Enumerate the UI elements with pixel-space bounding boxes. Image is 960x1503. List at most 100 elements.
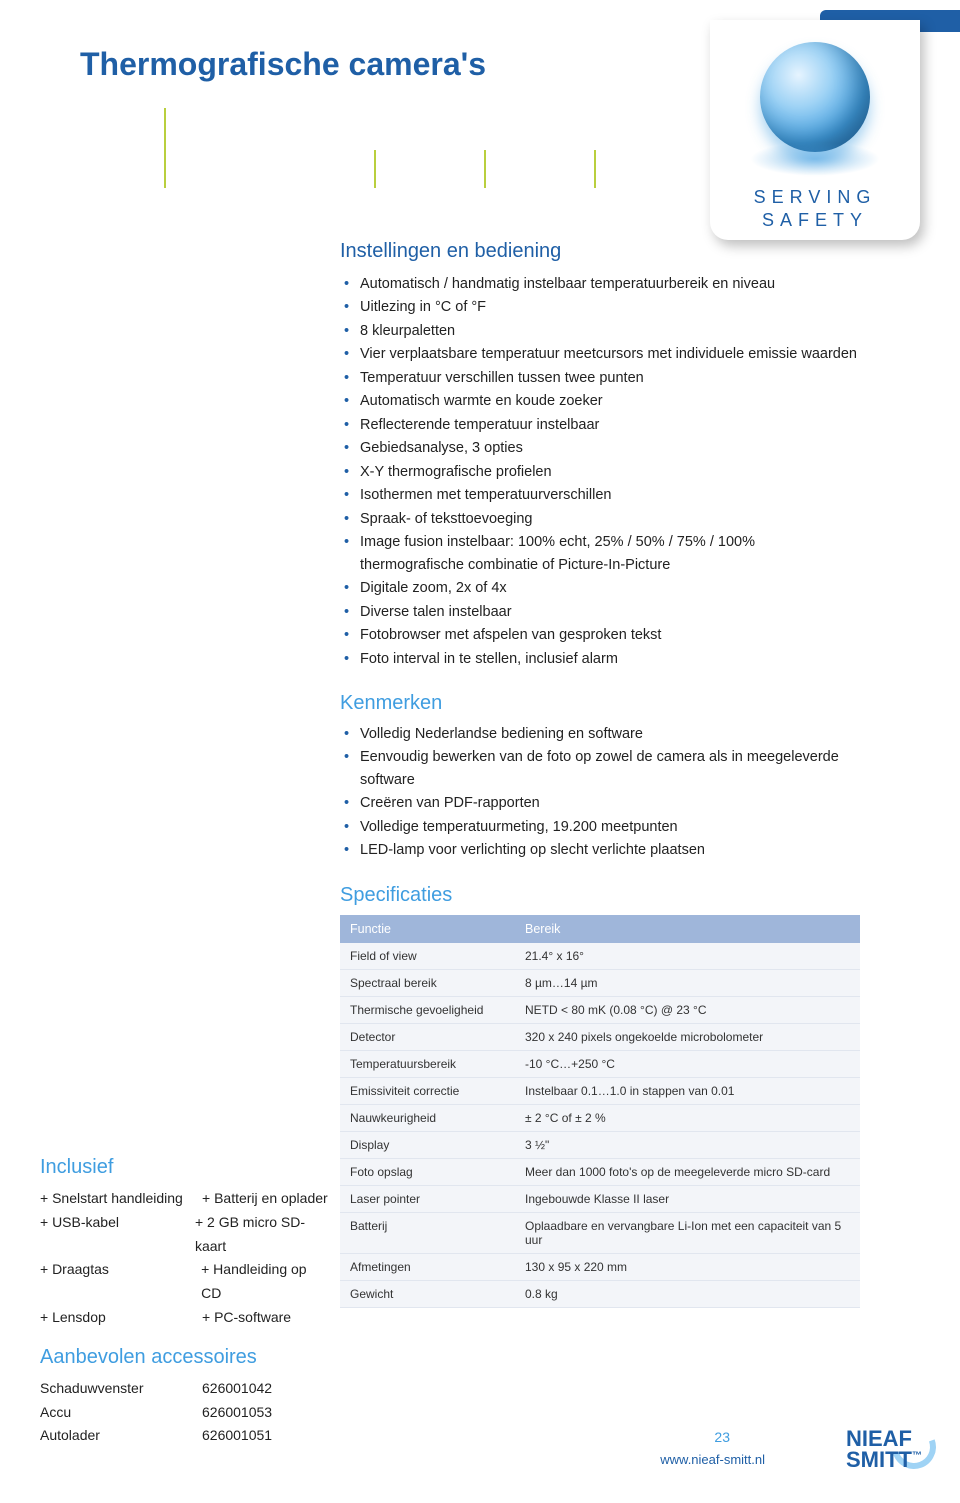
inclusief-row: + Snelstart handleiding+ Batterij en opl… (40, 1187, 330, 1211)
table-row: Detector320 x 240 pixels ongekoelde micr… (340, 1023, 860, 1050)
settings-item: Vier verplaatsbare temperatuur meetcurso… (340, 343, 860, 365)
settings-item: Foto interval in te stellen, inclusief a… (340, 648, 860, 670)
inclusief-right: + PC-software (202, 1306, 291, 1330)
table-row: Thermische gevoeligheidNETD < 80 mK (0.0… (340, 996, 860, 1023)
inclusief-left: + Lensdop (40, 1306, 202, 1330)
table-row: Laser pointerIngebouwde Klasse II laser (340, 1185, 860, 1212)
table-row: Gewicht0.8 kg (340, 1280, 860, 1307)
specs-heading: Specificaties (340, 884, 860, 907)
badge-line1: SERVING (754, 187, 877, 207)
spec-value: 0.8 kg (515, 1280, 860, 1307)
spec-value: Ingebouwde Klasse II laser (515, 1185, 860, 1212)
features-heading: Kenmerken (340, 692, 860, 715)
accessoire-name: Accu (40, 1401, 202, 1425)
inclusief-left: + Snelstart handleiding (40, 1187, 202, 1211)
specs-col1-header: Functie (340, 915, 515, 943)
spec-key: Field of view (340, 943, 515, 970)
spec-value: -10 °C…+250 °C (515, 1050, 860, 1077)
spec-key: Batterij (340, 1212, 515, 1253)
table-row: Foto opslagMeer dan 1000 foto's op de me… (340, 1158, 860, 1185)
inclusief-right: + Handleiding op CD (201, 1258, 330, 1306)
features-item: Creëren van PDF-rapporten (340, 792, 860, 814)
spec-key: Foto opslag (340, 1158, 515, 1185)
settings-item: Uitlezing in °C of °F (340, 296, 860, 318)
specs-table: Functie Bereik Field of view21.4° x 16°S… (340, 915, 860, 1308)
badge-text: SERVING SAFETY (754, 186, 877, 233)
settings-item: Automatisch / handmatig instelbaar tempe… (340, 273, 860, 295)
spec-key: Nauwkeurigheid (340, 1104, 515, 1131)
inclusief-right: + 2 GB micro SD-kaart (195, 1211, 330, 1259)
spec-value: 8 µm…14 µm (515, 969, 860, 996)
features-item: LED-lamp voor verlichting op slecht verl… (340, 839, 860, 861)
spec-value: NETD < 80 mK (0.08 °C) @ 23 °C (515, 996, 860, 1023)
inclusief-row: + Draagtas+ Handleiding op CD (40, 1258, 330, 1306)
spec-key: Temperatuursbereik (340, 1050, 515, 1077)
page-footer: 23 www.nieaf-smitt.nl NIEAF SMITT™ (0, 1423, 960, 1483)
settings-item: Temperatuur verschillen tussen twee punt… (340, 367, 860, 389)
inclusief-heading: Inclusief (40, 1156, 330, 1179)
settings-item: Gebiedsanalyse, 3 opties (340, 437, 860, 459)
spec-key: Detector (340, 1023, 515, 1050)
table-row: Nauwkeurigheid± 2 °C of ± 2 % (340, 1104, 860, 1131)
inclusief-row: + Lensdop+ PC-software (40, 1306, 330, 1330)
features-item: Volledige temperatuurmeting, 19.200 meet… (340, 816, 860, 838)
inclusief-left: + Draagtas (40, 1258, 201, 1306)
spec-key: Emissiviteit correctie (340, 1077, 515, 1104)
spec-value: 130 x 95 x 220 mm (515, 1253, 860, 1280)
spec-value: Meer dan 1000 foto's op de meegeleverde … (515, 1158, 860, 1185)
logo-line2: SMITT (846, 1447, 912, 1472)
spec-value: 21.4° x 16° (515, 943, 860, 970)
spec-value: Oplaadbare en vervangbare Li-Ion met een… (515, 1212, 860, 1253)
settings-list: Automatisch / handmatig instelbaar tempe… (340, 273, 860, 670)
spec-value: 3 ½" (515, 1131, 860, 1158)
accessoire-code: 626001053 (202, 1401, 272, 1425)
settings-item: Automatisch warmte en koude zoeker (340, 390, 860, 412)
table-row: Emissiviteit correctieInstelbaar 0.1…1.0… (340, 1077, 860, 1104)
decorative-ticks (164, 108, 594, 188)
page-title: Thermografische camera's (80, 46, 486, 83)
brand-logo: NIEAF SMITT™ (846, 1429, 922, 1471)
spec-key: Gewicht (340, 1280, 515, 1307)
spec-value: Instelbaar 0.1…1.0 in stappen van 0.01 (515, 1077, 860, 1104)
features-item: Volledig Nederlandse bediening en softwa… (340, 723, 860, 745)
specs-col2-header: Bereik (515, 915, 860, 943)
settings-item: Reflecterende temperatuur instelbaar (340, 414, 860, 436)
spec-key: Display (340, 1131, 515, 1158)
settings-item: 8 kleurpaletten (340, 320, 860, 342)
serving-safety-badge: SERVING SAFETY (710, 20, 920, 240)
accessoire-row: Schaduwvenster626001042 (40, 1377, 330, 1401)
spec-value: ± 2 °C of ± 2 % (515, 1104, 860, 1131)
settings-item: Fotobrowser met afspelen van gesproken t… (340, 624, 860, 646)
inclusief-right: + Batterij en oplader (202, 1187, 328, 1211)
page-number: 23 (714, 1429, 730, 1445)
accessoires-heading: Aanbevolen accessoires (40, 1346, 330, 1369)
features-item: Eenvoudig bewerken van de foto op zowel … (340, 746, 860, 791)
spec-key: Laser pointer (340, 1185, 515, 1212)
spec-value: 320 x 240 pixels ongekoelde microbolomet… (515, 1023, 860, 1050)
inclusief-list: + Snelstart handleiding+ Batterij en opl… (40, 1187, 330, 1330)
settings-item: Spraak- of teksttoevoeging (340, 508, 860, 530)
settings-item: Isothermen met temperatuurverschillen (340, 484, 860, 506)
accessoire-row: Accu626001053 (40, 1401, 330, 1425)
inclusief-left: + USB-kabel (40, 1211, 195, 1259)
accessoire-code: 626001042 (202, 1377, 272, 1401)
table-row: Display3 ½" (340, 1131, 860, 1158)
inclusief-row: + USB-kabel+ 2 GB micro SD-kaart (40, 1211, 330, 1259)
table-row: Field of view21.4° x 16° (340, 943, 860, 970)
spec-key: Spectraal bereik (340, 969, 515, 996)
settings-heading: Instellingen en bediening (340, 240, 860, 263)
features-list: Volledig Nederlandse bediening en softwa… (340, 723, 860, 862)
globe-icon (760, 42, 870, 152)
table-row: Spectraal bereik8 µm…14 µm (340, 969, 860, 996)
table-row: BatterijOplaadbare en vervangbare Li-Ion… (340, 1212, 860, 1253)
spec-key: Thermische gevoeligheid (340, 996, 515, 1023)
table-row: Temperatuursbereik-10 °C…+250 °C (340, 1050, 860, 1077)
table-row: Afmetingen130 x 95 x 220 mm (340, 1253, 860, 1280)
settings-item: Diverse talen instelbaar (340, 601, 860, 623)
settings-item: Image fusion instelbaar: 100% echt, 25% … (340, 531, 860, 576)
settings-item: Digitale zoom, 2x of 4x (340, 577, 860, 599)
spec-key: Afmetingen (340, 1253, 515, 1280)
accessoire-name: Schaduwvenster (40, 1377, 202, 1401)
footer-url: www.nieaf-smitt.nl (660, 1452, 765, 1467)
badge-line2: SAFETY (762, 210, 868, 230)
